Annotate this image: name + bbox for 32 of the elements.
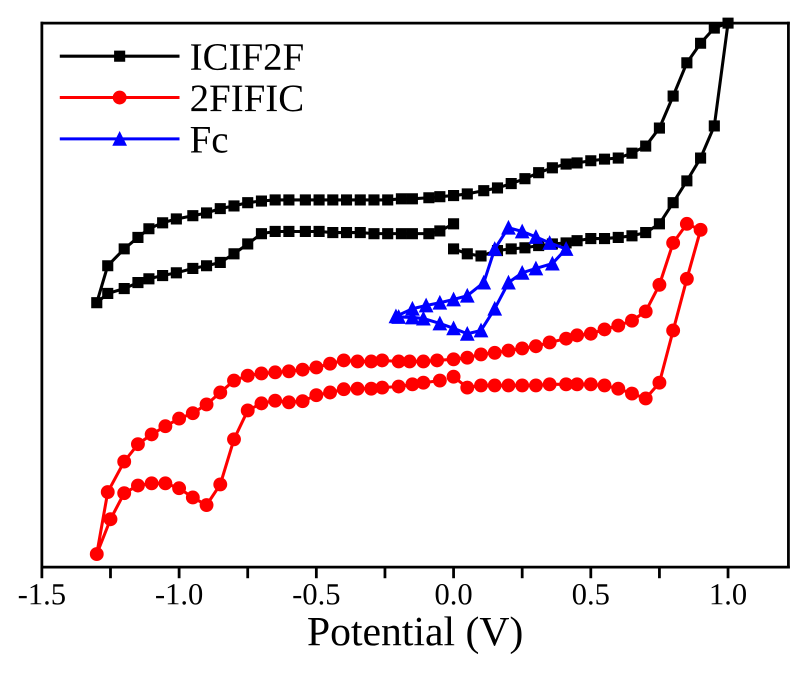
x-tick-label: 0.5 (572, 584, 609, 605)
point (446, 292, 461, 306)
point (559, 242, 574, 256)
point (502, 276, 516, 290)
point (460, 326, 474, 341)
point (432, 316, 447, 330)
x-tick-label: -1.5 (18, 584, 65, 605)
point (528, 230, 543, 244)
legend-label: Fc (190, 126, 228, 153)
point (542, 236, 557, 250)
point (392, 310, 406, 324)
x-tick-label: 0.0 (436, 584, 472, 605)
point (432, 296, 447, 310)
point (446, 321, 461, 336)
legend-label: ICIF2F (191, 44, 303, 70)
x-tick-label: -0.5 (293, 584, 340, 605)
point (528, 262, 543, 276)
point (416, 312, 430, 326)
point (488, 302, 502, 316)
point (545, 256, 560, 271)
point (502, 220, 516, 235)
point (488, 242, 502, 256)
point (515, 224, 530, 238)
legend-label: 2FIFIC (191, 85, 302, 112)
point (515, 266, 530, 280)
point (419, 298, 434, 312)
x-tick-label: 1.0 (712, 584, 746, 605)
point (476, 276, 491, 290)
point (460, 288, 474, 303)
x-tick-label: -1.0 (156, 584, 202, 605)
x-axis-title: Potential (V) (308, 616, 522, 654)
point (474, 324, 488, 338)
